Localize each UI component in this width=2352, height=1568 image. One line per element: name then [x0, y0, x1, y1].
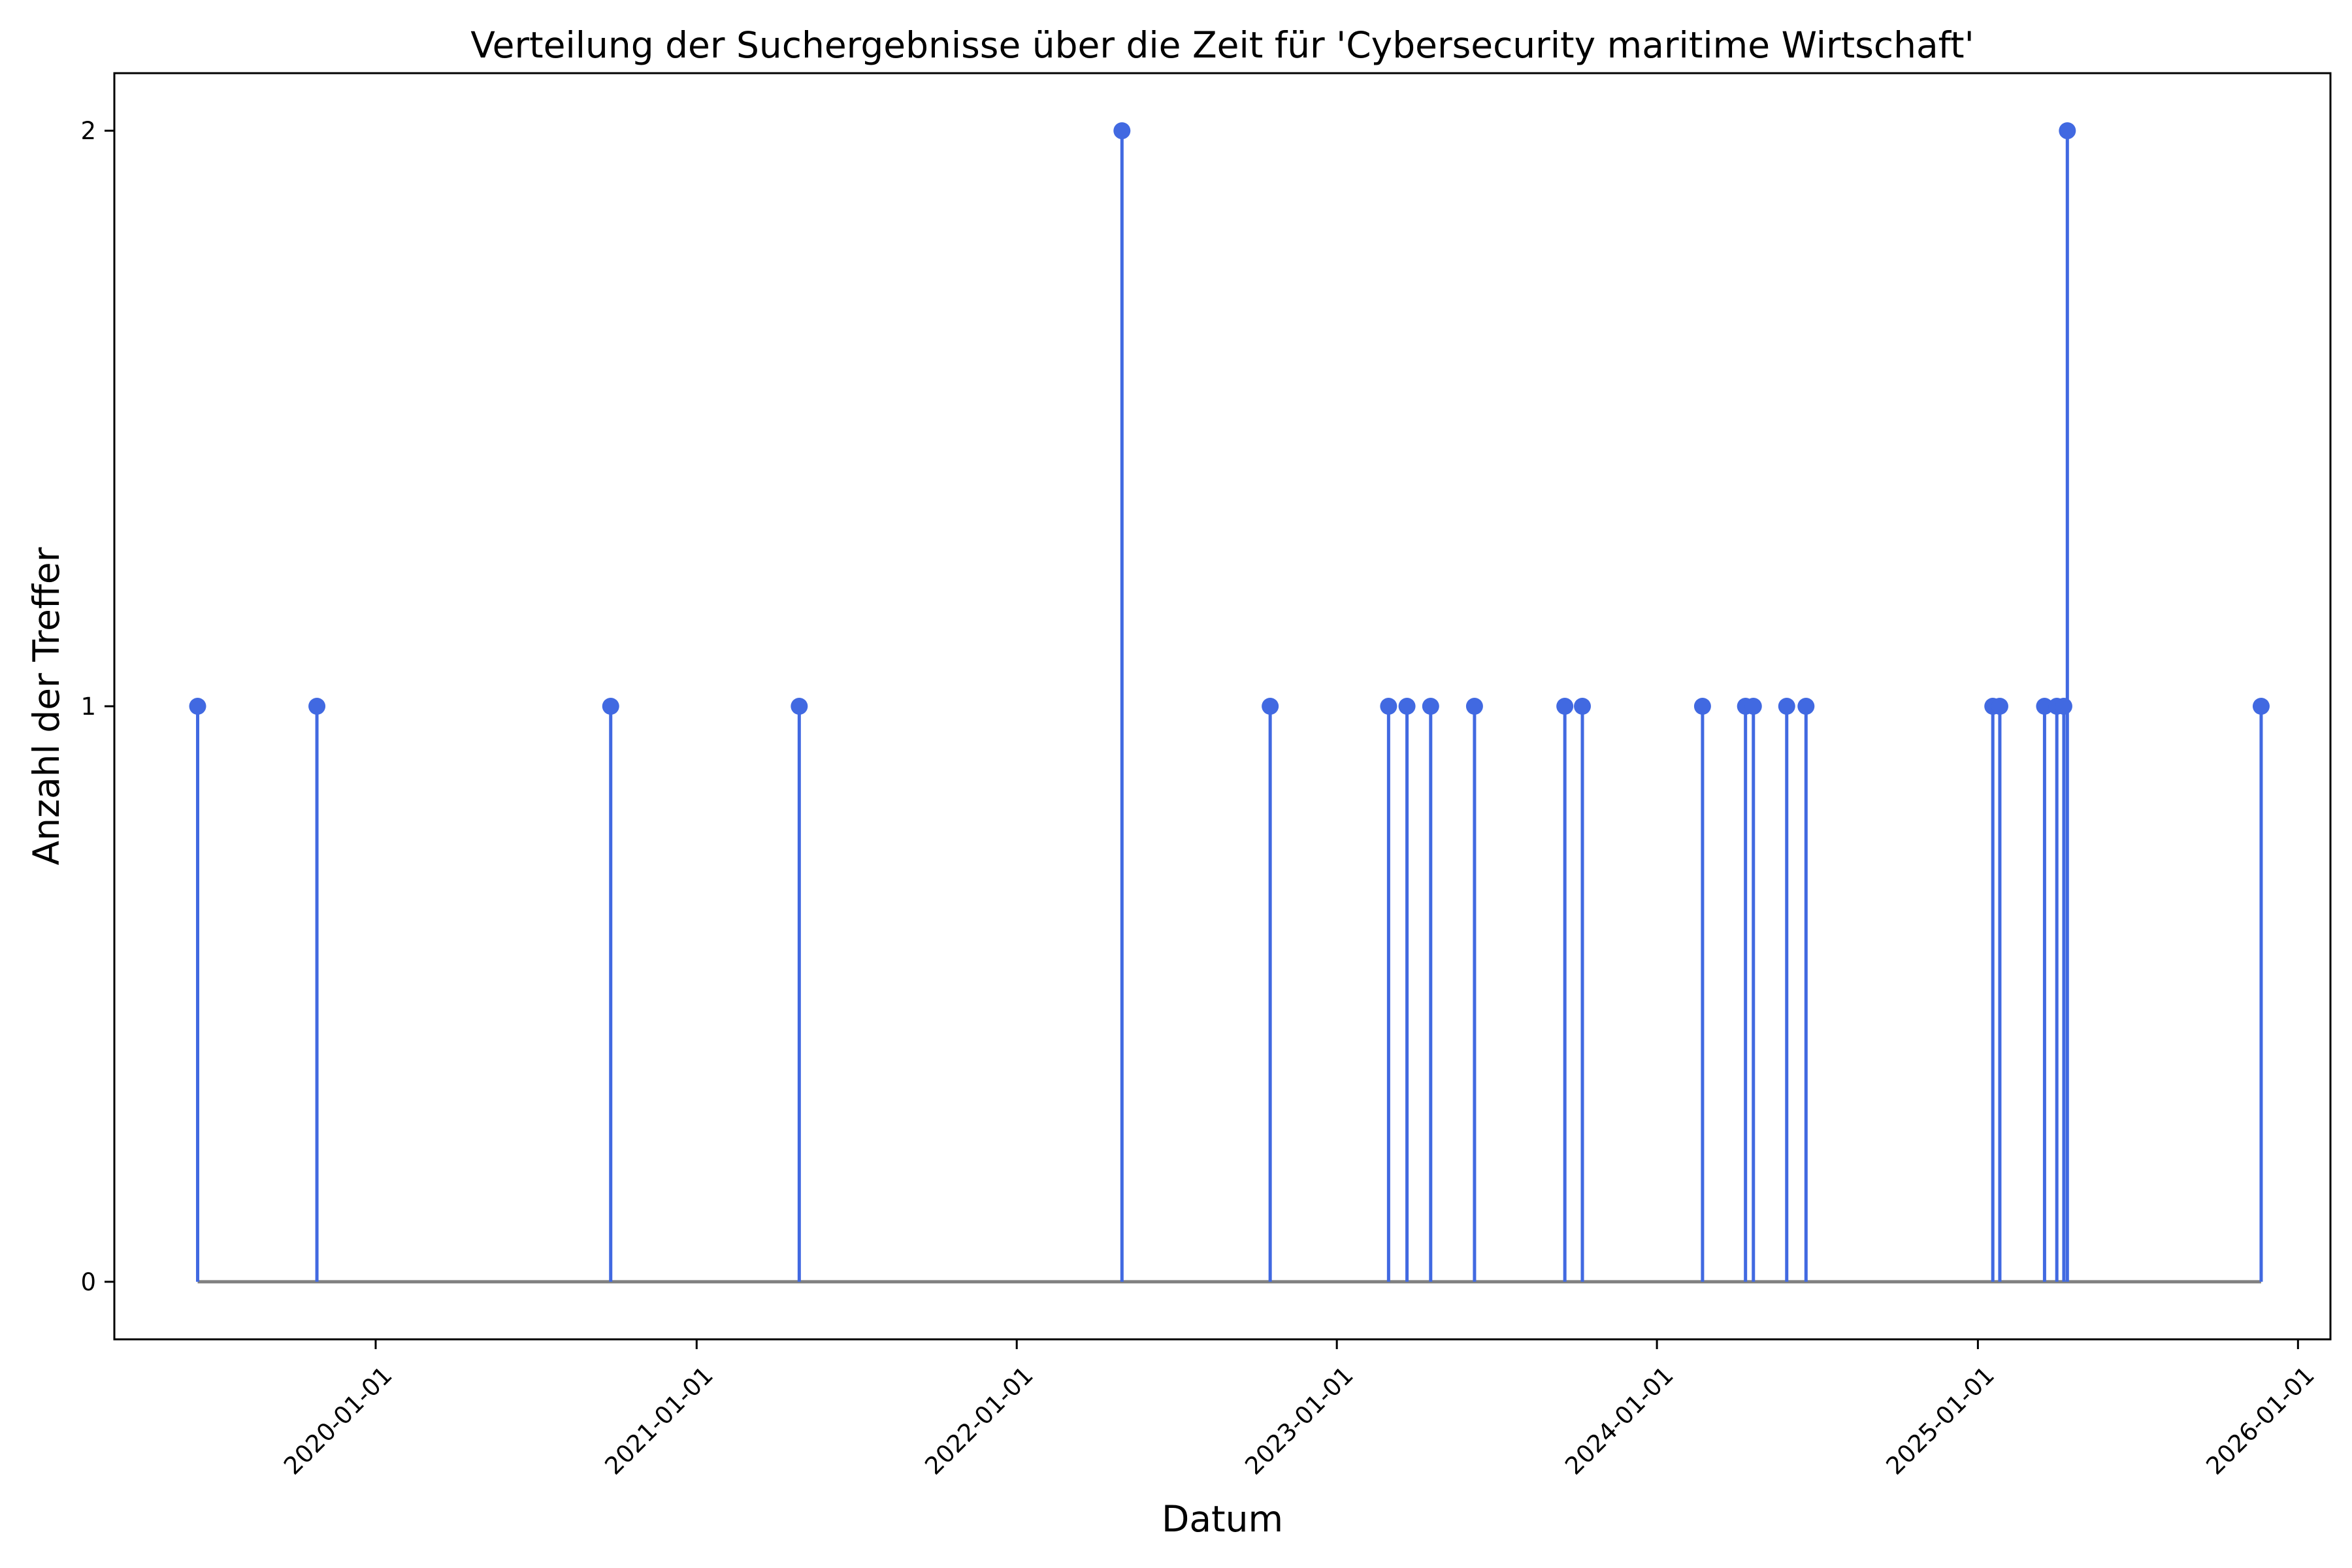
x-axis-label: Datum: [1162, 1498, 1283, 1540]
markers-layer: [189, 122, 2270, 715]
y-axis: 0 1 2: [80, 117, 114, 1296]
stem-marker: [1113, 122, 1131, 140]
stem-marker: [1991, 698, 2008, 715]
stem-marker: [1398, 698, 1416, 715]
stem-marker: [1693, 698, 1711, 715]
stem-marker: [2055, 698, 2072, 715]
stem-marker: [1465, 698, 1483, 715]
stem-marker: [1797, 698, 1815, 715]
stem-marker: [1778, 698, 1795, 715]
stem-marker: [1380, 698, 1397, 715]
stem-marker: [602, 698, 619, 715]
chart-title: Verteilung der Suchergebnisse über die Z…: [470, 24, 1974, 66]
y-tick-label: 2: [80, 117, 96, 145]
y-tick-label: 0: [80, 1268, 96, 1296]
stem-marker: [1744, 698, 1762, 715]
stem-marker: [1422, 698, 1439, 715]
y-axis-label: Anzahl der Treffer: [25, 547, 67, 865]
stem-marker: [189, 698, 206, 715]
stem-marker: [2252, 698, 2270, 715]
stems-layer: [196, 131, 2263, 1282]
stem-marker: [1574, 698, 1592, 715]
stem-marker: [1262, 698, 1279, 715]
y-tick-label: 1: [80, 693, 96, 721]
stem-marker: [2059, 122, 2076, 140]
stem-marker: [1556, 698, 1574, 715]
stem-marker: [791, 698, 808, 715]
stem-marker: [308, 698, 326, 715]
stem-marker: [2036, 698, 2053, 715]
